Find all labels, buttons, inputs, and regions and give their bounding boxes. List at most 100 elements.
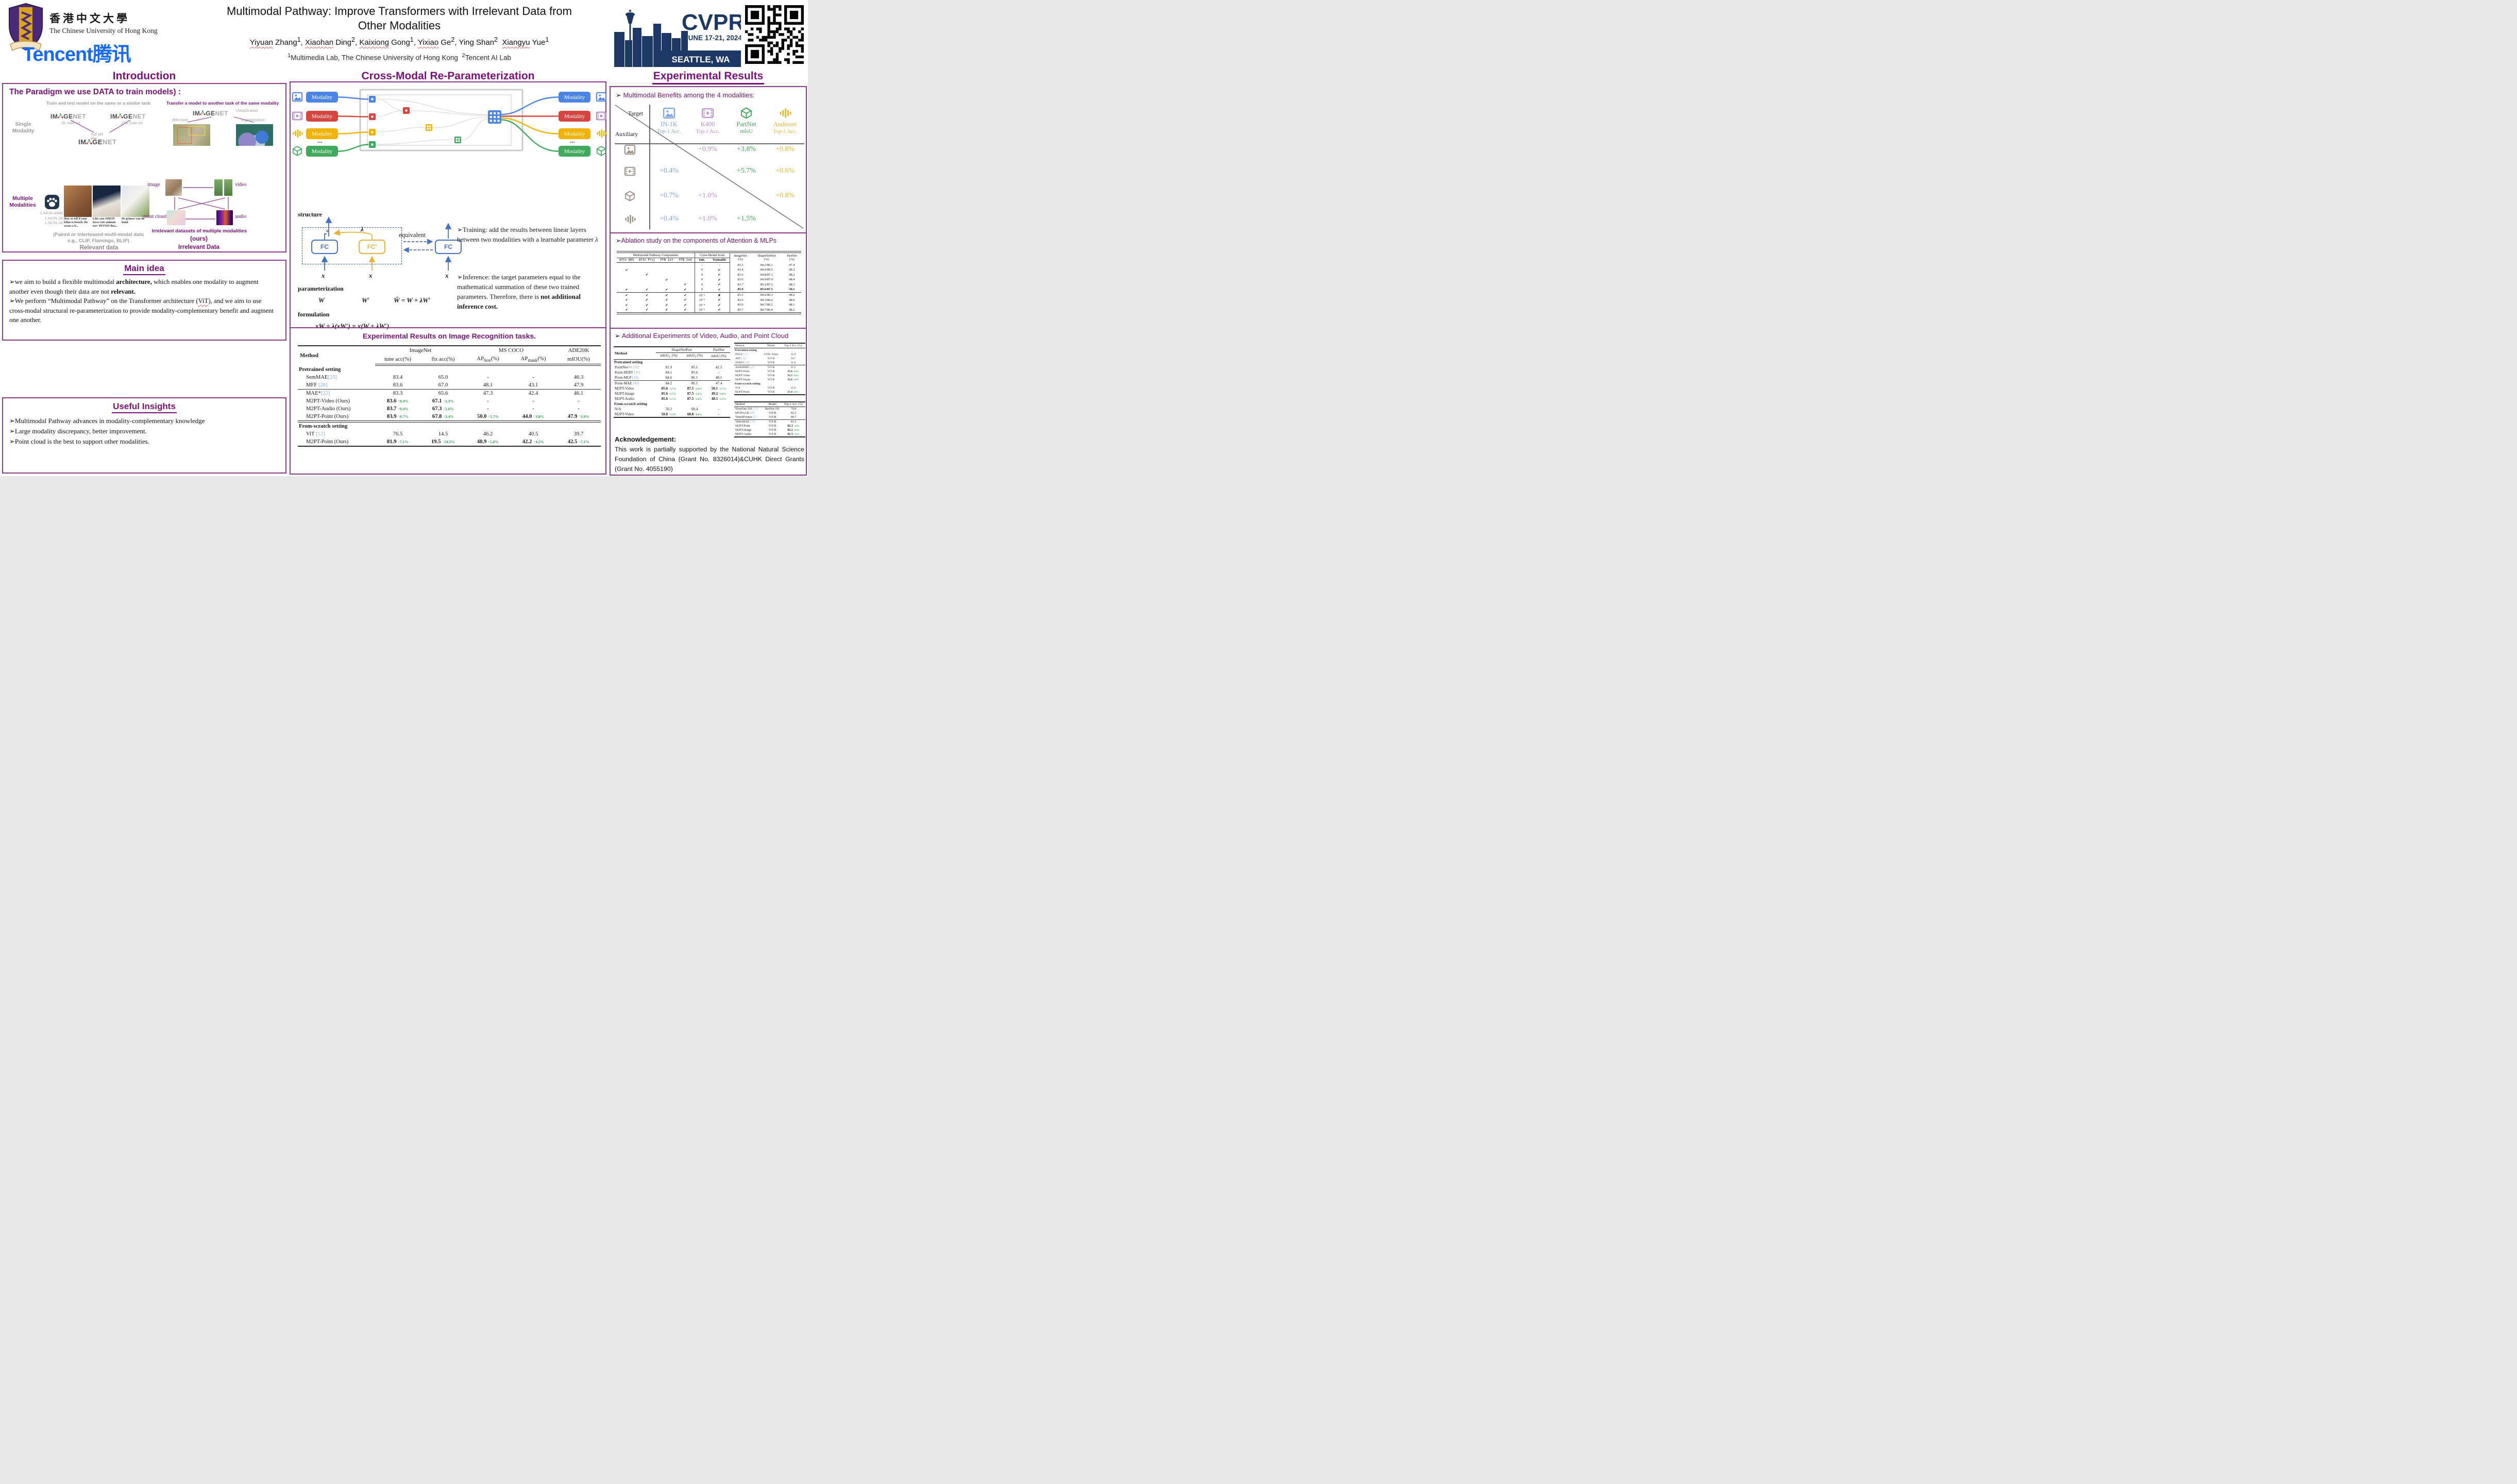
formulation-label: formulation — [298, 311, 330, 318]
x-input: x — [445, 272, 449, 279]
video-table: Method Model Top-1 Acc. (%) SlowFast-101 [1… — [734, 401, 805, 437]
video-icon — [624, 165, 636, 180]
image-icon — [624, 144, 636, 158]
lambda-label: λ — [361, 225, 364, 233]
cvpr-logo: CVPR JUNE 17-21, 2024 SEATTLE, WA — [611, 3, 745, 67]
modality-box: Modality — [306, 92, 338, 103]
acknowledgement-text: This work is partially supported by the … — [615, 446, 804, 473]
video-icon — [292, 110, 303, 122]
image-icon — [650, 107, 688, 122]
target-name: Audioset — [773, 121, 797, 128]
segmentation-image — [236, 124, 273, 146]
point-cloud-label: point cloud — [143, 214, 167, 220]
paired-caption-2: e.g., CLIP, Flamingo, BLIP) — [67, 238, 129, 244]
col1-caption: Train and test model on the same or a si… — [46, 100, 150, 106]
authors-line: Yiyuan Zhang1, Xiaohan Ding2, Kaixiong G… — [249, 36, 549, 47]
benefit-value: +0.8% — [775, 192, 795, 199]
point-cloud-thumb — [167, 210, 185, 225]
plus-sign: + — [326, 228, 329, 234]
target-metric: Top-1 Acc. — [657, 129, 681, 134]
results-heading: Experimental Results — [610, 70, 807, 85]
video-label: video — [235, 182, 247, 188]
svg-text:SEATTLE, WA: SEATTLE, WA — [671, 55, 730, 64]
modality-pathway-diagram: Modality Modality Modality Modality Modality… — [291, 88, 607, 160]
modality-box: Modality — [559, 146, 590, 157]
parameterization-label: parameterization — [298, 285, 344, 292]
imagenet-logo: IM GENET — [110, 113, 146, 120]
audio-icon — [766, 107, 804, 122]
acknowledgement-label: Acknowledgement: — [615, 435, 677, 443]
tencent-logo: Tencent腾讯 — [23, 44, 131, 65]
ours-label: (ours) — [190, 235, 208, 242]
col2-caption: Transfer a model to another task of the … — [166, 100, 279, 106]
cat-photo-3 — [122, 185, 149, 217]
laion-labels: LAION-400M LAION-2B LAION-5B — [40, 211, 63, 225]
cat-caption: Like you~SHEIN loves cute animals too~ P… — [93, 217, 118, 228]
video-icon — [596, 110, 607, 122]
imagenet-logo: IM GENET — [193, 110, 228, 117]
main-idea-heading: Main idea — [3, 263, 285, 275]
formulation-equation: xW + λ(xW′) = x(W + λW′) — [315, 322, 390, 330]
in21k-trainset-label: 21K train set — [121, 121, 143, 125]
structure-label: structure — [298, 211, 323, 218]
insights-bullets: ➢Multimodal Pathway advances in modality… — [9, 417, 205, 445]
svg-text:JUNE 17-21, 2024: JUNE 17-21, 2024 — [684, 34, 741, 42]
detection-label: detection — [172, 117, 189, 122]
valset-label: val set — [91, 132, 104, 137]
benefit-value: +0.4% — [659, 215, 679, 223]
video-icon — [688, 107, 727, 122]
introduction-heading: Introduction — [2, 70, 286, 85]
poster: 香港中文大學 The Chinese University of Hong Ko… — [0, 0, 808, 476]
fc-prime-box: FC' — [359, 240, 385, 254]
classification-label: classification — [236, 108, 258, 113]
qr-code — [745, 5, 804, 64]
benefit-value: +0.7% — [659, 192, 679, 199]
single-modality-label: Single Modality — [12, 121, 35, 134]
poster-title-line1: Multimodal Pathway: Improve Transformers… — [226, 5, 572, 18]
poster-title-line2: Other Modalities — [358, 19, 441, 32]
benefit-value: +1.0% — [698, 215, 718, 223]
cube-icon — [292, 145, 303, 157]
target-name: K400 — [700, 121, 715, 128]
modality-box: Modality — [559, 111, 590, 122]
target-label: Target — [628, 111, 643, 117]
modality-box: Modality — [306, 128, 338, 139]
multiple-modalities-label: Multiple Modalities — [9, 195, 36, 208]
cube-icon — [624, 190, 636, 205]
target-metric: mIoU — [740, 129, 753, 134]
imagenet-logo: IM GENET — [50, 113, 86, 120]
cat-photo-2 — [93, 185, 121, 217]
audio-spectrogram-thumb — [216, 210, 233, 225]
segmentation-label: segmentation — [241, 117, 265, 122]
connector-lines — [70, 116, 254, 220]
inference-bullet: ➢Inference: the target parameters equal … — [457, 273, 581, 310]
benefit-value: +1.5% — [736, 215, 756, 223]
middle-divider — [291, 327, 605, 328]
target-name: IN-1K — [661, 121, 678, 128]
structure-diagram: structure FC FC' FC + λ equivalent x x x… — [297, 210, 467, 330]
w-hat-equation: Ŵ = W + λW′ — [394, 296, 431, 304]
x-input: x — [322, 272, 325, 279]
paradigm-panel: The Paradigm we use DATA to train models… — [2, 83, 286, 252]
cat-caption: How to tell if your feline is french. He… — [64, 217, 88, 228]
audio-label: audio — [235, 214, 247, 220]
w-prime-param: W′ — [362, 296, 370, 304]
main-idea-bullets: ➢we aim to build a flexible multimodal a… — [9, 278, 274, 324]
w-param: W — [318, 296, 325, 304]
relevant-data-label: Relevant data — [79, 245, 119, 251]
benefit-value: +0.4% — [659, 167, 679, 175]
modality-box: Modality — [559, 128, 590, 139]
recognition-results-title: Experimental Results on Image Recognitio… — [362, 332, 536, 340]
university-name-en: The Chinese University of Hong Kong — [49, 27, 158, 35]
image-icon — [292, 91, 303, 103]
cube-icon — [596, 145, 607, 157]
benefit-value: +5.7% — [736, 167, 756, 175]
training-bullet: ➢Training: add the results between linea… — [457, 226, 598, 243]
benefit-value: +0.8% — [775, 145, 795, 153]
cuhk-emblem — [6, 2, 45, 54]
insights-heading: Useful Insights — [3, 401, 285, 413]
right-divider-1 — [611, 232, 806, 233]
image-icon — [596, 91, 607, 103]
audio-table: Method Model Top-1 Acc. (%) Pretrained sett… — [734, 343, 805, 395]
image-label: image — [147, 182, 160, 188]
